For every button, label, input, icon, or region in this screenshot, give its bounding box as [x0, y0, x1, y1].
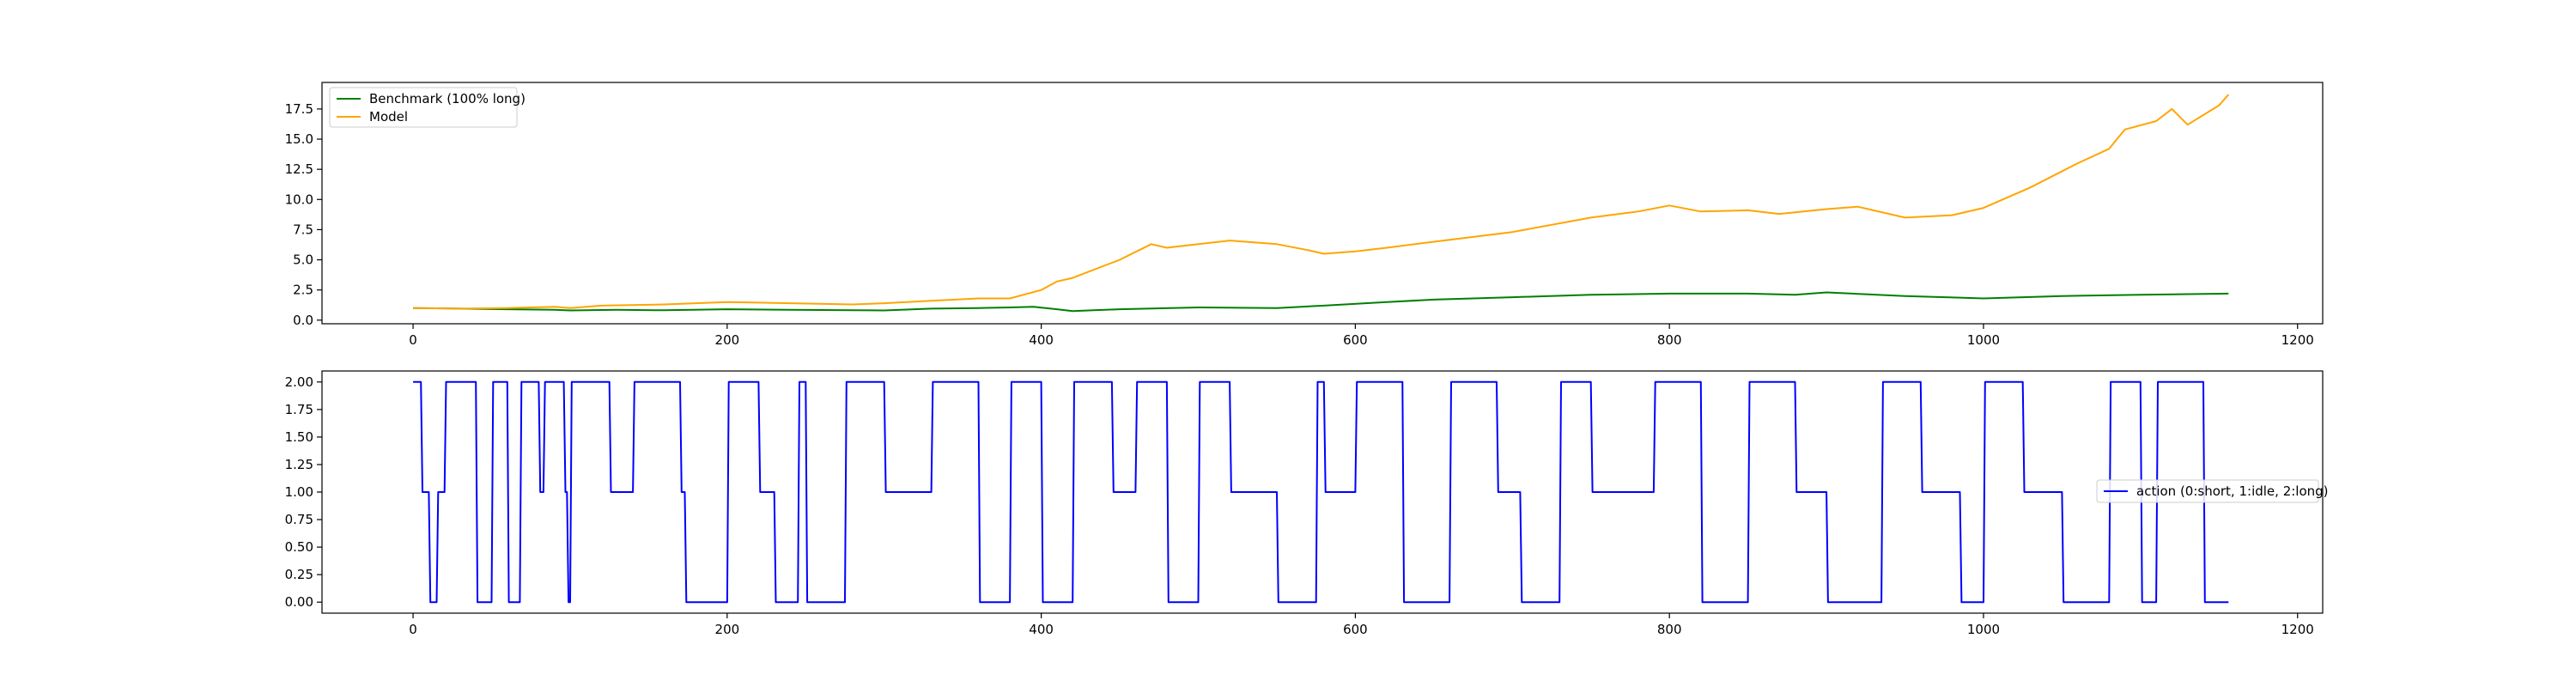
y-tick-label: 0.75 — [285, 512, 313, 527]
x-tick-label: 600 — [1343, 332, 1368, 348]
x-tick-label: 0 — [409, 622, 417, 637]
top-equity-chart: 0 200 400 600 800 1000 1200 0.0 2.5 5.0 7.5 10.0 12.… — [285, 82, 2324, 348]
bottom-action-chart: 0 200 400 600 800 1000 1200 0.00 0.25 0.50 0.75 1.0… — [285, 370, 2329, 637]
y-tick-label: 15.0 — [285, 131, 313, 147]
x-tick-label: 1200 — [2281, 332, 2314, 348]
y-tick-label: 2.00 — [285, 374, 313, 390]
y-tick-label: 17.5 — [285, 101, 313, 117]
series-line-0 — [413, 291, 2229, 313]
x-tick-label: 0 — [409, 332, 417, 348]
y-tick-label: 1.50 — [285, 429, 313, 445]
y-tick-label: 1.00 — [285, 484, 313, 500]
y-tick-label: 0.25 — [285, 567, 313, 582]
x-tick-label: 1200 — [2281, 622, 2314, 637]
series-line-1 — [413, 94, 2230, 310]
y-tick-label: 0.0 — [293, 313, 313, 328]
legend-label: action (0:short, 1:idle, 2:long) — [2136, 483, 2329, 499]
y-tick-label: 1.25 — [285, 457, 313, 472]
legend: Benchmark (100% long) Model — [329, 87, 526, 128]
legend-label: Model — [369, 109, 408, 125]
y-tick-label: 5.0 — [293, 252, 313, 268]
y-tick-label: 1.75 — [285, 402, 313, 417]
y-tick-label: 0.50 — [285, 539, 313, 555]
axes-frame — [321, 82, 2324, 325]
legend-label: Benchmark (100% long) — [369, 91, 526, 106]
x-tick-label: 400 — [1029, 332, 1054, 348]
legend-frame — [2096, 479, 2319, 503]
x-tick-label: 800 — [1657, 622, 1682, 637]
legend-frame — [329, 87, 518, 128]
x-tick-label: 200 — [715, 622, 740, 637]
x-tick-label: 400 — [1029, 622, 1054, 637]
x-tick-label: 600 — [1343, 622, 1368, 637]
legend: action (0:short, 1:idle, 2:long) — [2096, 479, 2329, 503]
y-tick-label: 0.00 — [285, 594, 313, 610]
y-tick-label: 12.5 — [285, 161, 313, 177]
y-tick-label: 10.0 — [285, 192, 313, 207]
x-tick-label: 1000 — [1967, 622, 2000, 637]
x-tick-label: 200 — [715, 332, 740, 348]
x-tick-label: 1000 — [1967, 332, 2000, 348]
y-tick-label: 7.5 — [293, 222, 313, 237]
series-line-0 — [413, 380, 2229, 604]
x-tick-label: 800 — [1657, 332, 1682, 348]
y-tick-label: 2.5 — [293, 283, 313, 298]
